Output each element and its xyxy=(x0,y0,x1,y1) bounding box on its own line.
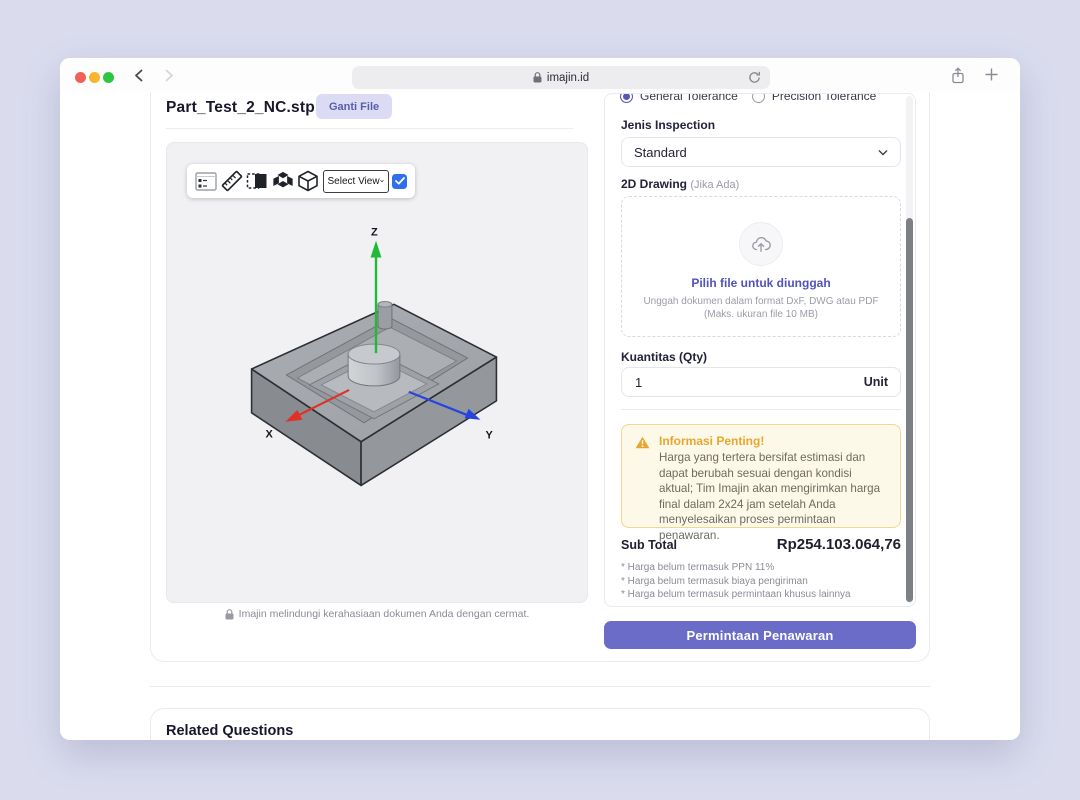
new-tab-icon[interactable] xyxy=(984,67,999,84)
axis-y-label: Y xyxy=(485,430,493,442)
subtotal-row: Sub Total Rp254.103.064,76 xyxy=(621,536,901,553)
subtotal-label: Sub Total xyxy=(621,538,678,552)
section-view-icon[interactable] xyxy=(246,170,268,192)
section-divider xyxy=(150,686,930,687)
change-file-button[interactable]: Ganti File xyxy=(316,94,393,119)
inspection-value: Standard xyxy=(634,144,687,160)
related-questions-title: Related Questions xyxy=(166,723,294,739)
tls-lock-icon xyxy=(533,72,542,83)
share-icon[interactable] xyxy=(950,67,966,84)
isometric-cube-icon[interactable] xyxy=(297,170,319,192)
upload-hint: Unggah dokumen dalam format DxF, DWG ata… xyxy=(643,296,879,320)
disclaimer-line: * Harga belum termasuk PPN 11% xyxy=(621,562,775,573)
quantity-unit: Unit xyxy=(863,375,888,389)
url-text: imajin.id xyxy=(546,71,590,84)
request-quote-button[interactable]: Permintaan Penawaran xyxy=(604,621,916,649)
quantity-field: Unit xyxy=(621,367,901,397)
form-scrollbar-thumb[interactable] xyxy=(906,218,913,602)
select-view-label: Select View xyxy=(327,175,380,187)
notice-body: Harga yang tertera bersifat estimasi dan… xyxy=(659,451,881,542)
browser-window: imajin.id Part_Test_2_NC.stp Ganti File xyxy=(60,58,1020,740)
traffic-light-minimize-button[interactable] xyxy=(89,72,100,83)
inspection-select[interactable]: Standard xyxy=(621,137,901,167)
part-geometry xyxy=(250,301,498,487)
cloud-upload-icon xyxy=(739,222,783,266)
select-view-dropdown[interactable]: Select View xyxy=(322,169,389,193)
exploded-view-icon[interactable] xyxy=(272,170,294,192)
drawing-hint: (Jika Ada) xyxy=(690,179,740,191)
axis-x-label: X xyxy=(266,429,274,441)
radio-precision-tolerance[interactable]: Precision Tolerance xyxy=(751,94,876,103)
upload-cta[interactable]: Pilih file untuk diunggah xyxy=(691,276,831,290)
traffic-light-zoom-button[interactable] xyxy=(103,72,114,83)
check-icon xyxy=(394,177,405,185)
traffic-light-close-button[interactable] xyxy=(75,72,86,83)
lock-icon xyxy=(225,608,234,620)
tolerance-radio-group: General Tolerance Precision Tolerance xyxy=(620,94,876,103)
radio-unselected-icon xyxy=(751,94,765,103)
privacy-note-text: Imajin melindungi kerahasiaan dokumen An… xyxy=(238,608,530,620)
warning-icon xyxy=(635,436,650,449)
important-notice: Informasi Penting! Harga yang tertera be… xyxy=(621,424,901,542)
inspection-label: Jenis Inspection xyxy=(621,118,716,132)
quote-card: Part_Test_2_NC.stp Ganti File xyxy=(150,92,930,662)
drawing-label: 2D Drawing (Jika Ada) xyxy=(621,177,740,191)
quantity-input[interactable] xyxy=(622,374,864,390)
3d-model-canvas[interactable]: Z X Y xyxy=(167,143,587,602)
part-filename: Part_Test_2_NC.stp xyxy=(166,99,315,116)
address-bar[interactable]: imajin.id xyxy=(352,66,770,89)
divider xyxy=(621,409,901,410)
measure-ruler-icon[interactable] xyxy=(221,170,243,192)
quantity-label: Kuantitas (Qty) xyxy=(621,350,708,364)
browser-toolbar: imajin.id xyxy=(60,58,1020,92)
axis-triad: Z X Y xyxy=(266,227,494,442)
viewer-option-checkbox[interactable] xyxy=(392,173,407,189)
chevron-down-icon xyxy=(878,149,888,155)
chevron-down-icon xyxy=(379,180,384,183)
disclaimer-line: * Harga belum termasuk permintaan khusus… xyxy=(621,589,851,600)
order-form-panel: General Tolerance Precision Tolerance Je… xyxy=(604,93,916,607)
model-tree-icon[interactable] xyxy=(195,170,217,192)
viewer-toolbar: Select View xyxy=(187,164,415,198)
back-icon[interactable] xyxy=(132,68,147,83)
price-disclaimers: * Harga belum termasuk PPN 11% * Harga b… xyxy=(621,561,901,602)
radio-general-tolerance[interactable]: General Tolerance xyxy=(620,94,738,103)
upload-dropzone[interactable]: Pilih file untuk diunggah Unggah dokumen… xyxy=(621,196,901,337)
privacy-note: Imajin melindungi kerahasiaan dokumen An… xyxy=(166,608,588,620)
forward-icon[interactable] xyxy=(161,68,176,83)
form-scrollbar-track[interactable] xyxy=(906,96,913,604)
radio-selected-icon xyxy=(620,94,633,103)
axis-z-label: Z xyxy=(371,227,378,239)
related-questions-card: Related Questions xyxy=(150,708,930,740)
reload-icon[interactable] xyxy=(748,71,761,84)
3d-viewer[interactable]: Z X Y xyxy=(166,142,588,603)
subtotal-value: Rp254.103.064,76 xyxy=(776,536,901,553)
divider xyxy=(166,128,573,129)
notice-title: Informasi Penting! xyxy=(659,434,765,448)
disclaimer-line: * Harga belum termasuk biaya pengiriman xyxy=(621,575,808,587)
